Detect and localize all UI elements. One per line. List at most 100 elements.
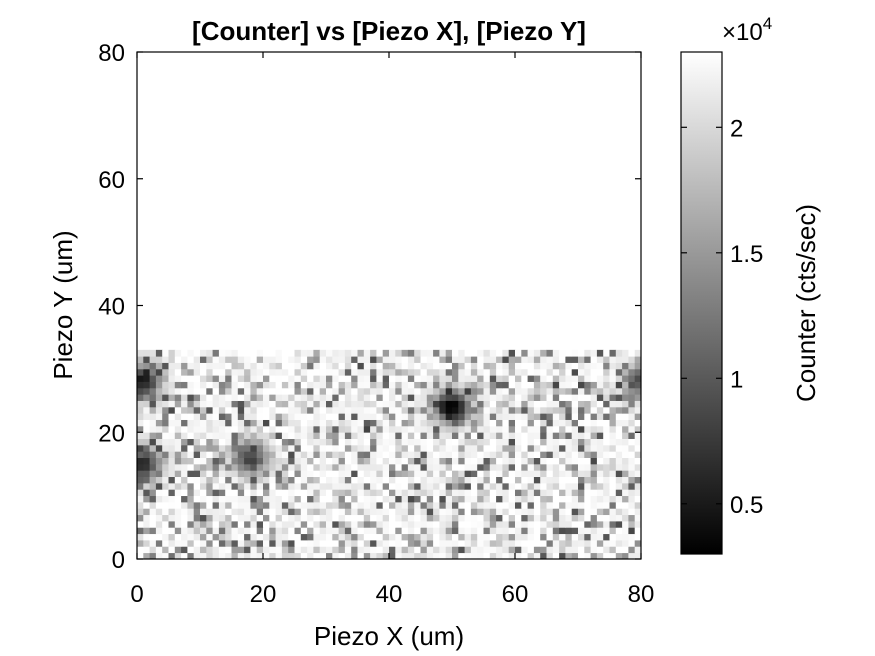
heatmap-cell — [552, 539, 560, 547]
heatmap-cell — [420, 362, 428, 370]
heatmap-cell — [344, 489, 352, 497]
heatmap-cell — [590, 470, 598, 478]
heatmap-cell — [168, 457, 176, 465]
heatmap-cell — [187, 362, 195, 370]
heatmap-cell — [288, 387, 295, 395]
heatmap-cell — [401, 539, 409, 547]
heatmap-cell — [275, 356, 283, 363]
heatmap-cell — [174, 406, 182, 414]
heatmap-cell — [452, 375, 459, 382]
heatmap-cell — [634, 463, 642, 471]
heatmap-cell — [508, 539, 516, 547]
heatmap-cell — [351, 514, 358, 522]
heatmap-cell — [263, 438, 270, 446]
heatmap-cell — [389, 362, 396, 370]
heatmap-cell — [565, 457, 573, 465]
heatmap-cell — [433, 368, 440, 376]
heatmap-cell — [445, 451, 453, 458]
heatmap-cell — [300, 375, 308, 382]
heatmap-cell — [187, 368, 195, 376]
heatmap-cell — [615, 457, 623, 465]
heatmap-cell — [357, 451, 365, 458]
heatmap-cell — [590, 482, 598, 490]
heatmap-cell — [231, 489, 239, 497]
heatmap-cell — [439, 463, 447, 471]
heatmap-cell — [275, 444, 283, 452]
heatmap-cell — [571, 368, 579, 376]
heatmap-cell — [344, 451, 352, 458]
heatmap-cell — [244, 400, 251, 408]
heatmap-cell — [162, 508, 169, 516]
heatmap-cell — [338, 375, 346, 382]
heatmap-cell — [307, 413, 314, 420]
heatmap-cell — [477, 463, 484, 471]
heatmap-cell — [540, 482, 547, 490]
heatmap-cell — [137, 539, 144, 547]
heatmap-cell — [464, 381, 472, 389]
heatmap-cell — [231, 457, 239, 465]
heatmap-cell — [445, 362, 453, 370]
heatmap-cell — [615, 375, 623, 382]
heatmap-cell — [338, 514, 346, 522]
heatmap-cell — [414, 489, 421, 497]
heatmap-cell — [193, 368, 201, 376]
heatmap-cell — [603, 400, 610, 408]
heatmap-cell — [363, 381, 371, 389]
heatmap-cell — [533, 387, 541, 395]
heatmap-cell — [596, 413, 604, 420]
heatmap-cell — [540, 400, 547, 408]
heatmap-cell — [275, 368, 283, 376]
heatmap-cell — [401, 508, 409, 516]
heatmap-cell — [496, 482, 503, 490]
heatmap-cell — [508, 406, 516, 414]
heatmap-cell — [533, 482, 541, 490]
heatmap-cell — [559, 527, 566, 535]
heatmap-cell — [502, 514, 510, 522]
heatmap-cell — [452, 489, 459, 497]
heatmap-cell — [458, 463, 465, 471]
heatmap-cell — [565, 508, 573, 516]
heatmap-cell — [540, 432, 547, 439]
heatmap-cell — [281, 527, 289, 535]
heatmap-cell — [149, 438, 157, 446]
heatmap-cell — [162, 381, 169, 389]
heatmap-cell — [382, 432, 390, 439]
heatmap-cell — [193, 463, 201, 471]
heatmap-cell — [382, 438, 390, 446]
heatmap-cell — [470, 489, 478, 497]
heatmap-cell — [162, 482, 169, 490]
heatmap-cell — [250, 457, 258, 465]
heatmap-cell — [546, 438, 554, 446]
heatmap-cell — [559, 495, 566, 503]
heatmap-cell — [395, 406, 402, 414]
heatmap-cell — [281, 413, 289, 420]
heatmap-cell — [628, 394, 636, 401]
heatmap-cell — [382, 514, 390, 522]
heatmap-cell — [193, 495, 201, 503]
heatmap-cell — [559, 444, 566, 452]
heatmap-cell — [168, 394, 176, 401]
heatmap-cell — [307, 552, 314, 560]
heatmap-cell — [332, 463, 339, 471]
heatmap-cell — [433, 527, 440, 535]
heatmap-cell — [439, 457, 447, 465]
heatmap-cell — [344, 546, 352, 554]
heatmap-cell — [143, 482, 150, 490]
heatmap-cell — [508, 400, 516, 408]
heatmap-cell — [225, 425, 232, 433]
heatmap-cell — [515, 539, 522, 547]
heatmap-cell — [502, 470, 510, 478]
heatmap-cell — [559, 362, 566, 370]
heatmap-cell — [470, 501, 478, 509]
heatmap-cell — [269, 419, 276, 427]
heatmap-cell — [300, 539, 308, 547]
heatmap-cell — [181, 362, 188, 370]
heatmap-cell — [483, 495, 491, 503]
heatmap-cell — [326, 413, 333, 420]
heatmap-cell — [218, 457, 226, 465]
heatmap-cell — [401, 438, 409, 446]
heatmap-cell — [559, 349, 566, 357]
heatmap-cell — [357, 356, 365, 363]
heatmap-cell — [237, 400, 245, 408]
heatmap-cell — [540, 381, 547, 389]
